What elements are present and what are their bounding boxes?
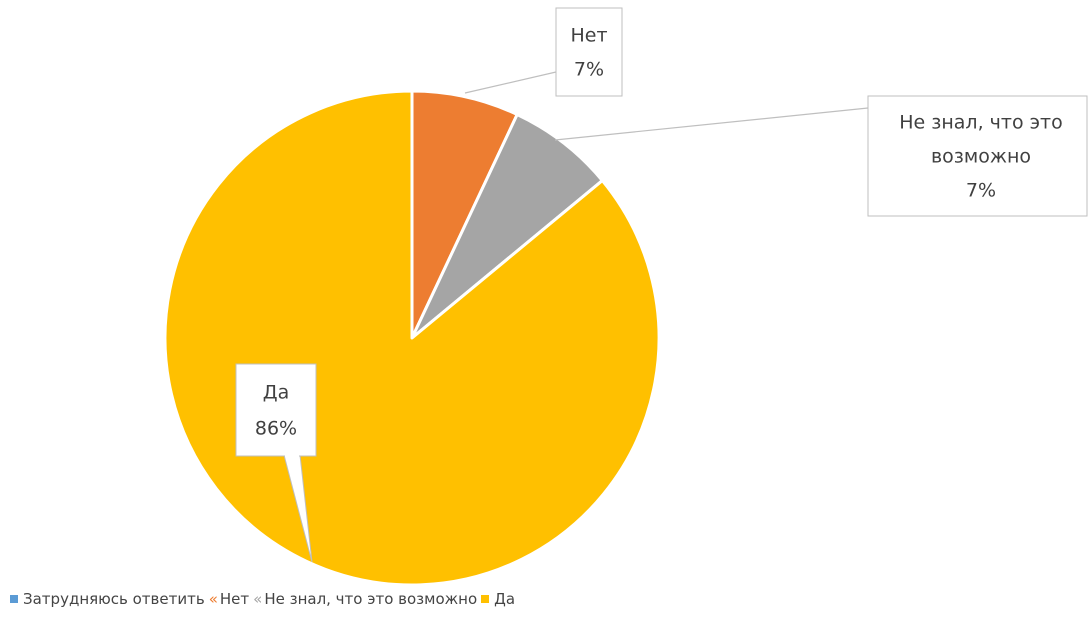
pie-slice-нет [410, 89, 519, 340]
data-label-нет-box [555, 7, 623, 97]
legend-item-затрудняюсь-ответить: Затрудняюсь ответить [10, 590, 205, 608]
legend-label: Затрудняюсь ответить [23, 590, 205, 608]
label-leader-lines [283, 71, 869, 563]
legend-label: Да [494, 590, 516, 608]
legend-marker: « [253, 590, 263, 608]
legend-item-нет: «Нет [209, 590, 249, 608]
data-label-да-pointer-joint [285, 454, 299, 457]
data-label-нет-leader-line [464, 71, 557, 94]
legend-swatch [10, 595, 18, 603]
data-label-не-знал-что-это-возможно-leader-line [554, 107, 869, 141]
legend-item-да: Да [481, 590, 515, 608]
pie-slice-не-знал-что-это-возможно [410, 113, 604, 340]
legend-marker: « [208, 590, 218, 608]
data-label-не-знал-что-это-возможно-line-2: возможно [931, 146, 1031, 168]
data-label-да-line-2: 86% [255, 418, 297, 440]
legend-swatch [481, 595, 490, 603]
data-label-да-line-1: Да [263, 382, 290, 404]
data-label-нет-line-2: 7% [574, 59, 604, 81]
legend-label: Нет [219, 590, 250, 608]
pie-slices [163, 89, 661, 587]
data-labels: Нет 7% Не знал, что это возможно 7% Да 86% [235, 7, 1088, 457]
data-label-нет-line-1: Нет [570, 25, 607, 47]
legend-label: Не знал, что это возможно [264, 590, 478, 608]
data-label-да-box [235, 363, 317, 457]
data-label-не-знал-что-это-возможно-line-1: Не знал, что это [899, 112, 1063, 134]
legend-item-не-знал-что-это-возможно: «Не знал, что это возможно [253, 590, 477, 608]
data-label-не-знал-что-это-возможно-line-3: 7% [966, 180, 996, 202]
chart-legend: Затрудняюсь ответить «Нет «Не знал, что эт… [10, 590, 519, 608]
data-label-не-знал-что-это-возможно-box [867, 95, 1088, 217]
